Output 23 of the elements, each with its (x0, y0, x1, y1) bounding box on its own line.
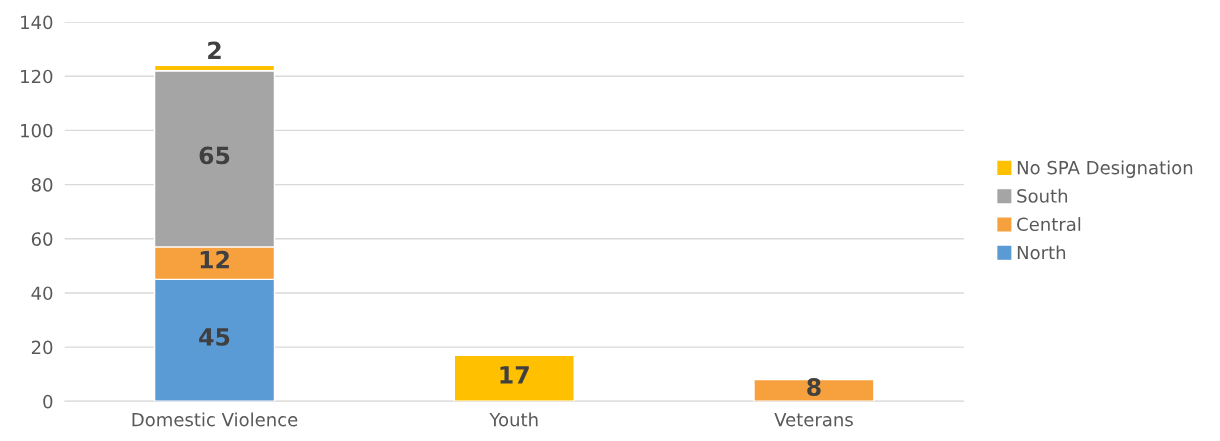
x-tick-label: Domestic Violence (132, 412, 298, 427)
x-tick-label: Youth (489, 412, 538, 427)
y-tick-label: 60 (31, 232, 53, 246)
legend-label: No SPA Designation (1017, 160, 1193, 178)
data-label: 12 (200, 250, 229, 269)
y-tick-label: 120 (21, 69, 53, 84)
bar (753, 378, 875, 402)
data-label: 65 (199, 146, 230, 165)
data-label: 45 (199, 328, 230, 346)
data-label: 2 (208, 41, 221, 60)
data-label: 8 (807, 378, 821, 396)
legend-label: North (1017, 245, 1066, 260)
y-tick-label: 40 (31, 286, 53, 301)
y-tick-label: 80 (31, 178, 53, 192)
bar (453, 354, 575, 402)
y-tick-label: 100 (21, 123, 53, 138)
legend-label: South (1017, 188, 1068, 203)
legend-label: Central (1017, 217, 1081, 232)
y-tick-label: 140 (21, 15, 53, 30)
x-tick-label: Veterans (774, 412, 853, 427)
y-tick-label: 20 (31, 340, 53, 355)
data-label: 17 (500, 366, 529, 384)
y-tick-label: 0 (43, 394, 53, 409)
